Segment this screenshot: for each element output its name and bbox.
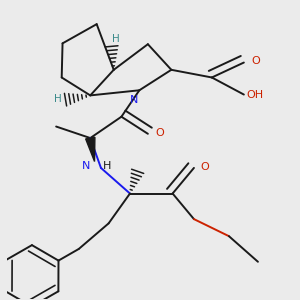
Text: N: N — [130, 95, 138, 105]
Text: H: H — [54, 94, 62, 104]
Text: O: O — [155, 128, 164, 137]
Polygon shape — [86, 137, 95, 161]
Text: O: O — [251, 56, 260, 66]
Text: O: O — [200, 162, 209, 172]
Text: OH: OH — [246, 90, 263, 100]
Text: N: N — [82, 161, 90, 171]
Text: H: H — [112, 34, 120, 44]
Text: H: H — [103, 161, 112, 171]
